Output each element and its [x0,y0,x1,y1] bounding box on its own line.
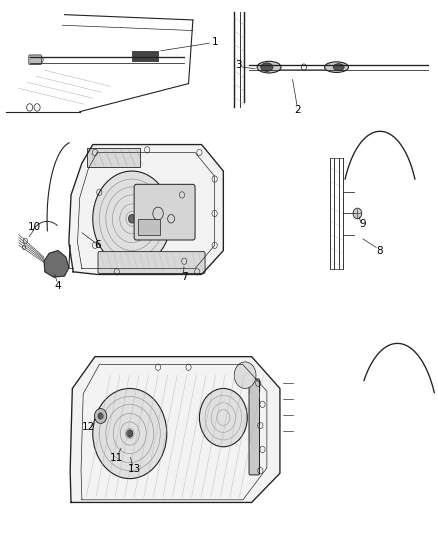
FancyBboxPatch shape [134,184,195,240]
Circle shape [98,413,103,419]
Text: 12: 12 [82,422,95,432]
Text: 4: 4 [55,280,61,290]
FancyBboxPatch shape [98,252,205,273]
Ellipse shape [261,63,273,71]
Text: 1: 1 [212,37,218,47]
FancyBboxPatch shape [132,51,158,61]
Text: 13: 13 [127,464,141,474]
Text: 3: 3 [235,60,242,70]
Text: 11: 11 [110,454,124,463]
Polygon shape [44,251,69,277]
Circle shape [95,409,107,423]
Polygon shape [70,357,280,503]
FancyBboxPatch shape [29,55,42,64]
Text: 8: 8 [377,246,383,256]
Ellipse shape [257,61,281,73]
FancyBboxPatch shape [249,379,259,475]
Circle shape [93,171,171,266]
Circle shape [234,362,256,389]
Circle shape [128,215,135,223]
Text: 10: 10 [28,222,41,232]
Ellipse shape [325,62,349,72]
Text: 9: 9 [359,219,366,229]
Text: 6: 6 [94,240,100,251]
FancyBboxPatch shape [87,148,140,167]
Polygon shape [69,144,223,274]
Circle shape [93,389,167,479]
Text: 2: 2 [294,104,300,115]
FancyBboxPatch shape [138,219,160,235]
Text: 7: 7 [181,272,187,282]
Circle shape [199,389,247,447]
Ellipse shape [333,63,344,70]
Circle shape [353,208,362,219]
Circle shape [127,430,133,437]
